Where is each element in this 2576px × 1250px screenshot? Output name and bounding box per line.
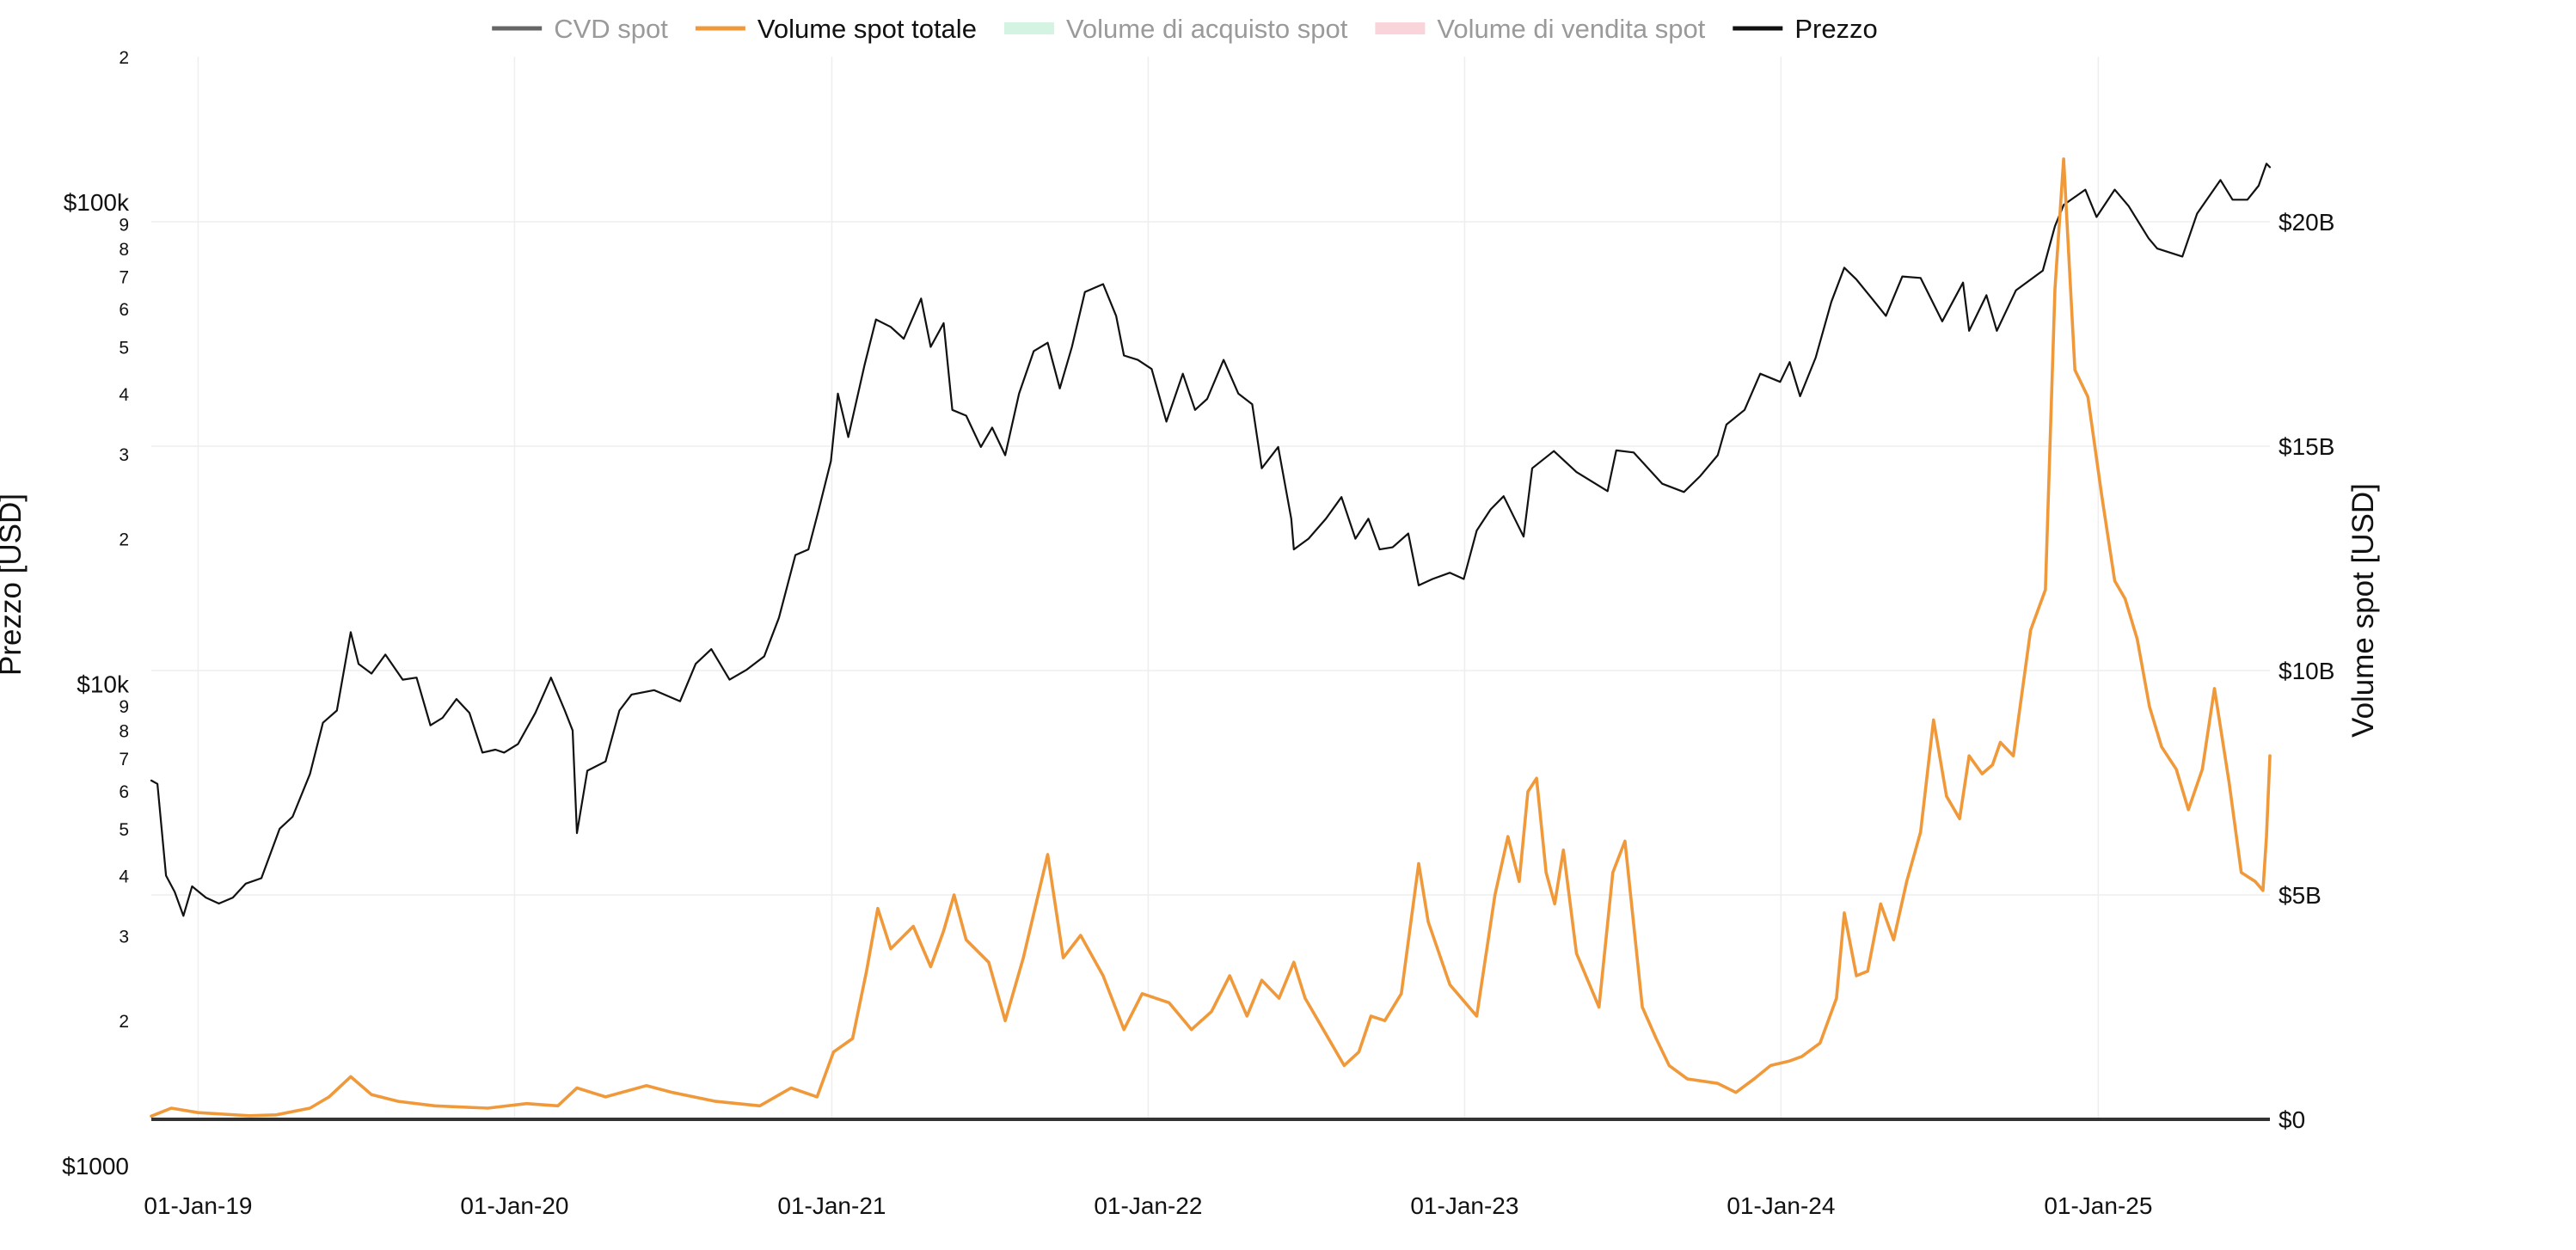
y-right-tick-label: $15B xyxy=(2279,433,2334,460)
legend-item-volume-di-acquisto-spot: Volume di acquisto spot xyxy=(1003,14,1348,44)
x-tick-label: 01-Jan-24 xyxy=(1727,1192,1835,1219)
y-left-minor-tick-label: 5 xyxy=(119,339,129,358)
y-left-minor-tick-label: 9 xyxy=(119,215,129,235)
y-left-minor-tick-label: 6 xyxy=(119,782,129,802)
y-left-axis-title: Prezzo [USD] xyxy=(0,493,28,676)
grid-layer xyxy=(151,57,2270,1119)
legend-swatch xyxy=(1375,22,1426,34)
y-right-tick-label: $20B xyxy=(2279,209,2334,236)
y-left-minor-tick-label: 3 xyxy=(119,445,129,465)
legend-item-volume-di-vendita-spot: Volume di vendita spot xyxy=(1375,14,1706,44)
legend-label: Prezzo xyxy=(1794,14,1877,44)
legend-label: Volume di vendita spot xyxy=(1437,14,1705,44)
y-left-axis: $1000 $10k $100k 2 3 4 5 6 7 8 9 2 3 4 5 6 7 8 9 2 xyxy=(62,48,130,1180)
y-left-minor-tick-label: 9 xyxy=(119,697,129,717)
x-tick-label: 01-Jan-23 xyxy=(1410,1192,1518,1219)
x-tick-label: 01-Jan-25 xyxy=(2044,1192,2152,1219)
y-right-axis: $0 $5B $10B $15B $20B xyxy=(2279,209,2334,1133)
y-left-minor-tick-label: 4 xyxy=(119,385,129,405)
y-left-minor-tick-label: 2 xyxy=(119,1012,129,1032)
y-left-minor-tick-label: 7 xyxy=(119,268,129,288)
price-series-line xyxy=(150,162,2272,917)
series-layer xyxy=(150,157,2272,1118)
y-right-tick-label: $0 xyxy=(2279,1106,2305,1133)
x-tick-label: 01-Jan-21 xyxy=(777,1192,886,1219)
legend: CVD spot Volume spot totale Volume di acqu… xyxy=(492,14,1878,44)
total-volume-series-line xyxy=(150,157,2272,1118)
legend-item-volume-spot-totale: Volume spot totale xyxy=(695,14,977,44)
y-right-tick-label: $10B xyxy=(2279,658,2334,684)
x-tick-label: 01-Jan-20 xyxy=(460,1192,568,1219)
y-left-tick-label: $10k xyxy=(77,671,130,697)
legend-label: Volume di acquisto spot xyxy=(1066,14,1348,44)
y-left-minor-tick-label: 2 xyxy=(119,48,129,68)
legend-item-prezzo: Prezzo xyxy=(1733,14,1878,44)
y-left-tick-label: $100k xyxy=(64,189,130,216)
y-left-minor-tick-label: 3 xyxy=(119,928,129,947)
x-tick-label: 01-Jan-19 xyxy=(144,1192,252,1219)
legend-label: CVD spot xyxy=(554,14,668,44)
y-left-minor-tick-label: 8 xyxy=(119,722,129,742)
y-left-minor-tick-label: 2 xyxy=(119,530,129,550)
x-axis: 01-Jan-19 01-Jan-20 01-Jan-21 01-Jan-22 01-J… xyxy=(144,1192,2152,1219)
legend-label: Volume spot totale xyxy=(757,14,977,44)
y-left-tick-label: $1000 xyxy=(62,1153,129,1180)
y-left-minor-tick-label: 6 xyxy=(119,300,129,320)
y-right-tick-label: $5B xyxy=(2279,882,2321,909)
legend-item-cvd-spot: CVD spot xyxy=(492,14,668,44)
x-tick-label: 01-Jan-22 xyxy=(1094,1192,1202,1219)
y-left-minor-tick-label: 5 xyxy=(119,820,129,840)
y-left-minor-tick-label: 8 xyxy=(119,240,129,260)
legend-swatch xyxy=(1003,22,1054,34)
y-left-minor-tick-label: 7 xyxy=(119,750,129,769)
y-right-axis-title: Volume spot [USD] xyxy=(2346,483,2380,738)
y-left-minor-tick-label: 4 xyxy=(119,867,129,886)
